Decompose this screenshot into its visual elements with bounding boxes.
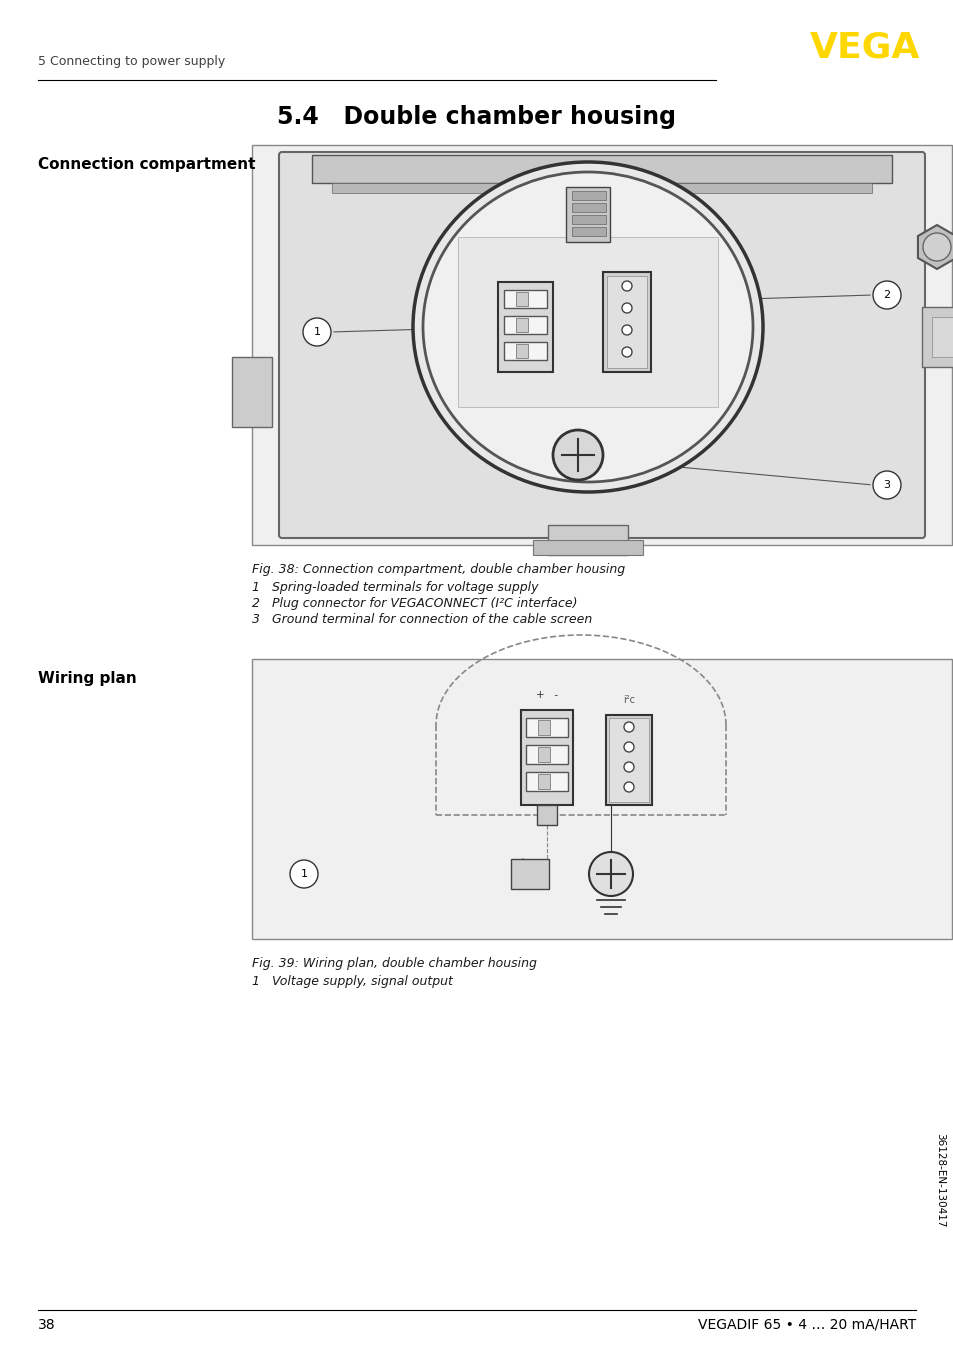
- Bar: [516, 344, 527, 357]
- Bar: [537, 720, 550, 735]
- Bar: [931, 317, 953, 357]
- Bar: [537, 747, 550, 762]
- Bar: [497, 282, 553, 372]
- Text: +   -: + -: [514, 264, 537, 274]
- Bar: [503, 315, 546, 334]
- Text: 1: 1: [314, 328, 320, 337]
- Circle shape: [621, 325, 631, 334]
- Bar: [457, 237, 718, 408]
- Circle shape: [303, 318, 331, 347]
- Text: 1   Spring-loaded terminals for voltage supply: 1 Spring-loaded terminals for voltage su…: [252, 581, 537, 594]
- Circle shape: [621, 303, 631, 313]
- Text: 2   Plug connector for VEGACONNECT (I²C interface): 2 Plug connector for VEGACONNECT (I²C in…: [252, 597, 577, 611]
- Bar: [511, 858, 548, 890]
- Bar: [525, 772, 567, 791]
- Text: +: +: [517, 857, 525, 867]
- Text: 36128-EN-130417: 36128-EN-130417: [934, 1133, 944, 1227]
- Text: 1   2: 1 2: [515, 382, 537, 393]
- Bar: [232, 357, 272, 427]
- FancyBboxPatch shape: [278, 152, 924, 538]
- Text: Wiring plan: Wiring plan: [38, 672, 136, 686]
- Bar: [606, 276, 646, 368]
- Circle shape: [623, 742, 634, 751]
- Text: 3: 3: [882, 481, 889, 490]
- Text: 5.4   Double chamber housing: 5.4 Double chamber housing: [277, 106, 676, 129]
- Bar: [520, 709, 573, 806]
- Text: 1: 1: [300, 869, 307, 879]
- Bar: [572, 227, 605, 236]
- Bar: [537, 774, 550, 789]
- Text: i²c: i²c: [622, 695, 635, 705]
- Bar: [503, 290, 546, 307]
- Text: VEGA: VEGA: [809, 30, 919, 64]
- Bar: [547, 525, 627, 555]
- Bar: [572, 215, 605, 223]
- Circle shape: [621, 282, 631, 291]
- Text: 2: 2: [882, 290, 890, 301]
- Circle shape: [588, 852, 633, 896]
- Bar: [537, 806, 557, 825]
- Circle shape: [290, 860, 317, 888]
- Bar: [921, 307, 953, 367]
- Text: 5 Connecting to power supply: 5 Connecting to power supply: [38, 56, 225, 68]
- Polygon shape: [917, 225, 953, 269]
- Bar: [332, 183, 871, 194]
- Bar: [602, 272, 650, 372]
- Bar: [516, 318, 527, 332]
- Circle shape: [872, 282, 900, 309]
- Ellipse shape: [422, 172, 752, 482]
- Text: 1   Voltage supply, signal output: 1 Voltage supply, signal output: [252, 975, 453, 988]
- Circle shape: [553, 431, 602, 481]
- Circle shape: [623, 762, 634, 772]
- Bar: [572, 203, 605, 213]
- Text: i²c: i²c: [620, 382, 633, 393]
- Text: +   -: + -: [536, 691, 558, 700]
- Bar: [312, 154, 891, 183]
- Circle shape: [621, 347, 631, 357]
- Text: 3   Ground terminal for connection of the cable screen: 3 Ground terminal for connection of the …: [252, 613, 592, 626]
- Text: Connection compartment: Connection compartment: [38, 157, 255, 172]
- Circle shape: [623, 722, 634, 733]
- Bar: [252, 145, 951, 546]
- Text: 38: 38: [38, 1317, 55, 1332]
- Text: 1   2: 1 2: [536, 810, 558, 821]
- Bar: [503, 343, 546, 360]
- Ellipse shape: [413, 162, 762, 492]
- Bar: [608, 718, 648, 802]
- Text: VEGADIF 65 • 4 … 20 mA/HART: VEGADIF 65 • 4 … 20 mA/HART: [697, 1317, 915, 1332]
- Text: Fig. 38: Connection compartment, double chamber housing: Fig. 38: Connection compartment, double …: [252, 563, 624, 575]
- Text: Fig. 39: Wiring plan, double chamber housing: Fig. 39: Wiring plan, double chamber hou…: [252, 957, 537, 969]
- Bar: [516, 292, 527, 306]
- Bar: [572, 191, 605, 200]
- Circle shape: [923, 233, 950, 261]
- Bar: [533, 540, 642, 555]
- Bar: [565, 187, 609, 242]
- Circle shape: [872, 471, 900, 500]
- Bar: [605, 715, 651, 806]
- Bar: [525, 718, 567, 737]
- Text: -: -: [522, 869, 525, 879]
- Bar: [525, 745, 567, 764]
- Bar: [252, 659, 951, 940]
- Circle shape: [623, 783, 634, 792]
